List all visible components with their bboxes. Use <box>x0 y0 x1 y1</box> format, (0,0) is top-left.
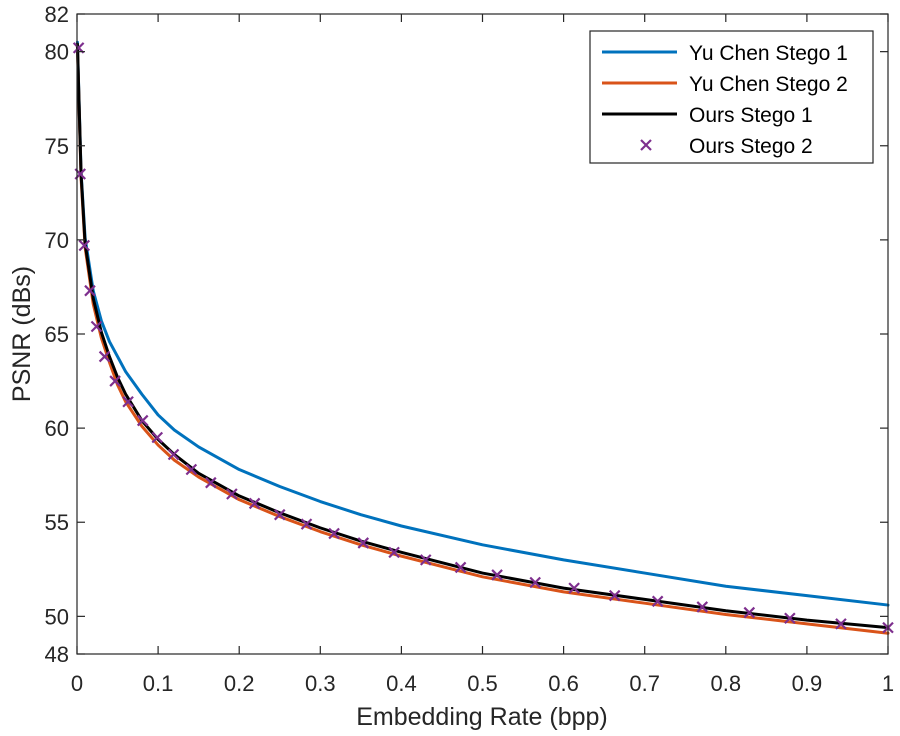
data-point <box>835 618 847 630</box>
y-axis-title: PSNR (dBs) <box>8 266 36 402</box>
data-point <box>300 518 313 530</box>
data-point <box>226 488 238 500</box>
x-tick-label: 0.8 <box>711 671 742 696</box>
data-point <box>784 612 796 625</box>
legend-entry-1: Yu Chen Stego 1 <box>602 42 848 65</box>
y-tick-label: 80 <box>45 40 69 65</box>
x-tick-label: 0.4 <box>386 671 417 696</box>
x-tick-label: 0.2 <box>224 671 255 696</box>
data-point <box>491 569 503 581</box>
legend-entry-3: Ours Stego 1 <box>602 104 813 127</box>
y-tick-label: 55 <box>45 510 69 535</box>
y-tick-label: 75 <box>45 134 69 159</box>
x-tick-label: 0.1 <box>143 671 174 696</box>
x-tick-label: 1 <box>882 671 894 696</box>
x-tick-label: 0.5 <box>467 671 498 696</box>
data-point <box>248 497 261 510</box>
data-point <box>388 546 400 559</box>
legend-entry-2: Yu Chen Stego 2 <box>602 73 848 96</box>
data-point <box>651 595 664 608</box>
data-point <box>167 448 180 461</box>
legend-entry-4: Ours Stego 2 <box>640 135 813 158</box>
legend-label: Yu Chen Stego 1 <box>689 42 848 65</box>
x-tick-label: 0.3 <box>305 671 336 696</box>
data-point <box>568 582 580 594</box>
data-point <box>357 537 370 549</box>
x-tick-label: 0 <box>71 671 83 696</box>
x-tick-label: 0.7 <box>629 671 660 696</box>
series-line-3 <box>75 42 890 630</box>
data-point <box>151 431 164 444</box>
y-tick-label: 60 <box>45 416 69 441</box>
y-tick-label: 82 <box>45 2 69 27</box>
y-tick-label: 65 <box>45 322 69 347</box>
x-tick-label: 0.6 <box>548 671 579 696</box>
data-point <box>696 601 709 613</box>
y-tick-label: 48 <box>45 642 69 667</box>
data-point <box>454 561 467 574</box>
series-line-1 <box>75 40 890 607</box>
data-point <box>205 476 217 489</box>
data-point <box>109 375 121 387</box>
data-point <box>743 606 756 619</box>
data-point <box>328 527 340 540</box>
legend-label: Yu Chen Stego 2 <box>689 73 848 96</box>
series-layer <box>72 40 894 635</box>
data-point <box>122 395 134 408</box>
y-tick-label: 70 <box>45 228 69 253</box>
data-point <box>90 320 103 333</box>
legend-swatch <box>640 139 652 151</box>
axes-layer: 0 0.1 0.2 0.3 0.4 0.5 0.6 0.7 0.8 0.9 1 48 50 55 60 65 7… <box>45 2 895 696</box>
data-point <box>529 576 541 589</box>
data-point <box>419 554 432 566</box>
legend-label: Ours Stego 2 <box>689 135 813 158</box>
y-tick-label: 50 <box>45 604 69 629</box>
data-point <box>185 463 198 476</box>
x-axis-title: Embedding Rate (bpp) <box>356 703 608 731</box>
data-point <box>98 350 111 363</box>
data-point <box>84 284 96 297</box>
data-point <box>273 508 286 521</box>
x-tick-label: 0.9 <box>792 671 823 696</box>
data-point <box>78 239 91 252</box>
legend-box <box>589 30 874 164</box>
legend: Yu Chen Stego 1 Yu Chen Stego 2 Ours Stego… <box>589 30 874 164</box>
legend-label: Ours Stego 1 <box>689 104 813 127</box>
data-point <box>608 589 621 602</box>
data-point <box>136 414 149 427</box>
